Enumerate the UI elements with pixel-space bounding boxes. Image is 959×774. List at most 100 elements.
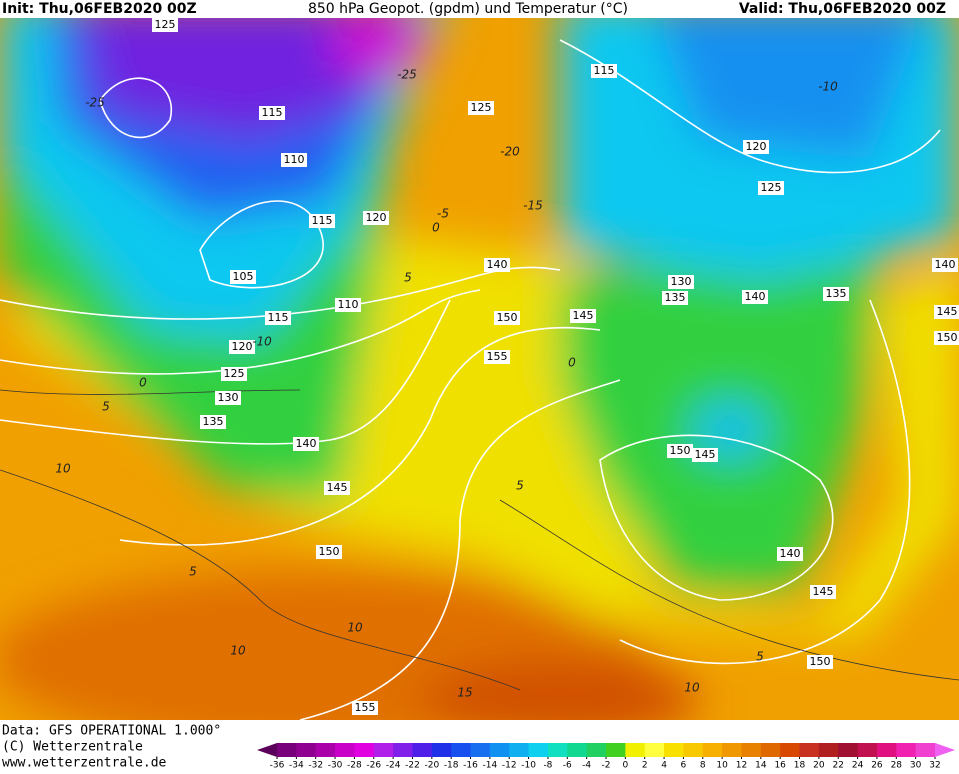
geopotential-label: 145 [813, 585, 834, 598]
geopotential-label: 125 [224, 367, 245, 380]
label-box [363, 211, 389, 225]
colorbar-bin [586, 743, 607, 757]
label-box [221, 367, 247, 381]
colorbar-bin [567, 743, 588, 757]
colorbar: -36 -34 -32 -30 -28 -26 -24 -22 -20 -18 -16 -14 -12-… [257, 743, 955, 771]
website: www.wetterzentrale.de [2, 756, 167, 771]
geopotential-label: 115 [268, 311, 289, 324]
temperature-label: 15 [457, 686, 472, 700]
colorbar-tick-label: 18 [794, 761, 806, 771]
label-box [591, 64, 617, 78]
colorbar-tick-label: -2 [602, 761, 611, 771]
geopotential-label: 115 [594, 64, 615, 77]
colorbar-high-arrow [935, 743, 955, 757]
colorbar-bin [799, 743, 820, 757]
temperature-label: 10 [55, 462, 71, 476]
colorbar-bin [296, 743, 317, 757]
geopotential-label: 125 [155, 18, 176, 31]
geopotential-label: 150 [319, 545, 340, 558]
temperature-label: 0 [139, 376, 147, 390]
colorbar-bin [489, 743, 510, 757]
geopotential-label: 120 [366, 211, 387, 224]
geopotential-label: 105 [233, 270, 254, 283]
colorbar-tick-label: -24 [386, 761, 401, 771]
label-box [484, 350, 510, 364]
colorbar-tick-label: 2 [642, 761, 648, 771]
colorbar-bin [606, 743, 626, 757]
colorbar-tick-label: -6 [563, 761, 572, 771]
label-box [662, 291, 688, 305]
label-box [352, 701, 378, 715]
geopotential-label: 140 [780, 547, 801, 560]
temperature-label: 10 [684, 681, 700, 695]
geopotential-label: 145 [327, 481, 348, 494]
colorbar-bin [373, 743, 394, 757]
colorbar-tick-label: 4 [661, 761, 667, 771]
colorbar-bin [876, 743, 897, 757]
geopotential-label: 110 [338, 298, 359, 311]
map-title: 850 hPa Geopot. (gpdm) und Temperatur (°… [308, 1, 628, 17]
temperature-label: 0 [568, 356, 576, 370]
colorbar-tick-label: -8 [543, 761, 552, 771]
temperature-label: -20 [500, 145, 520, 159]
colorbar-bin [915, 743, 936, 757]
temperature-label: 10 [347, 621, 363, 635]
colorbar-tick-label: -10 [521, 761, 536, 771]
valid-time: Valid: Thu,06FEB2020 00Z [739, 1, 946, 17]
label-box [807, 655, 833, 669]
temperature-label: 5 [756, 650, 764, 664]
label-box [293, 437, 319, 451]
temperature-label: 5 [404, 271, 412, 285]
geopotential-label: 115 [262, 106, 283, 119]
geopotential-label: 155 [487, 350, 508, 363]
colorbar-bin [760, 743, 781, 757]
colorbar-tick-label: -26 [366, 761, 381, 771]
colorbar-tick-label: 26 [871, 761, 883, 771]
geopotential-label: 150 [670, 444, 691, 457]
geopotential-label: 150 [937, 331, 958, 344]
label-box [758, 181, 784, 195]
geopotential-label: 120 [746, 140, 767, 153]
colorbar-tick-label: 28 [891, 761, 903, 771]
colorbar-tick-label: -4 [582, 761, 591, 771]
temperature-label: -15 [523, 199, 543, 213]
label-box [152, 18, 178, 32]
geopotential-label: 125 [761, 181, 782, 194]
geopotential-label: 135 [203, 415, 224, 428]
colorbar-tick-label: -30 [328, 761, 343, 771]
colorbar-tick-label: -16 [463, 761, 478, 771]
colorbar-bin [896, 743, 917, 757]
init-time: Init: Thu,06FEB2020 00Z [2, 1, 197, 17]
label-box [335, 298, 361, 312]
label-box [742, 290, 768, 304]
geopotential-label: 145 [937, 305, 958, 318]
colorbar-low-arrow [257, 743, 277, 757]
label-box [570, 309, 596, 323]
map [0, 18, 959, 720]
label-box [743, 140, 769, 154]
colorbar-tick-label: -36 [270, 761, 285, 771]
colorbar-bin [722, 743, 742, 757]
geopotential-label: 155 [355, 701, 376, 714]
colorbar-bin [780, 743, 801, 757]
label-box [494, 311, 520, 325]
geopotential-label: 130 [218, 391, 239, 404]
colorbar-bin [818, 743, 839, 757]
colorbar-bin [393, 743, 413, 757]
temperature-label: -25 [397, 68, 417, 82]
colorbar-bin [741, 743, 762, 757]
colorbar-bin [625, 743, 646, 757]
label-box [934, 331, 959, 345]
temperature-label: 5 [516, 479, 524, 493]
colorbar-tick-label: 30 [910, 761, 922, 771]
label-box [281, 153, 307, 167]
label-box [484, 258, 510, 272]
geopotential-label: 140 [487, 258, 508, 271]
geopotential-label: 130 [671, 275, 692, 288]
colorbar-tick-label: 22 [833, 761, 844, 771]
label-box [777, 547, 803, 561]
label-box [309, 214, 335, 228]
colorbar-tick-label: -22 [405, 761, 420, 771]
